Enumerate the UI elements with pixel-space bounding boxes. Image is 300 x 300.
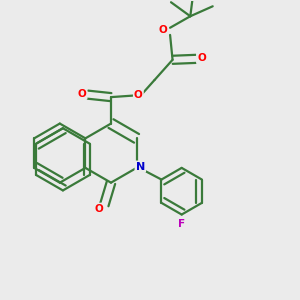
Text: N: N [136, 162, 145, 172]
Text: O: O [78, 89, 86, 99]
Text: O: O [134, 90, 143, 100]
Text: O: O [197, 53, 206, 63]
Text: O: O [159, 25, 168, 35]
Text: O: O [95, 204, 104, 214]
Text: F: F [178, 219, 185, 229]
